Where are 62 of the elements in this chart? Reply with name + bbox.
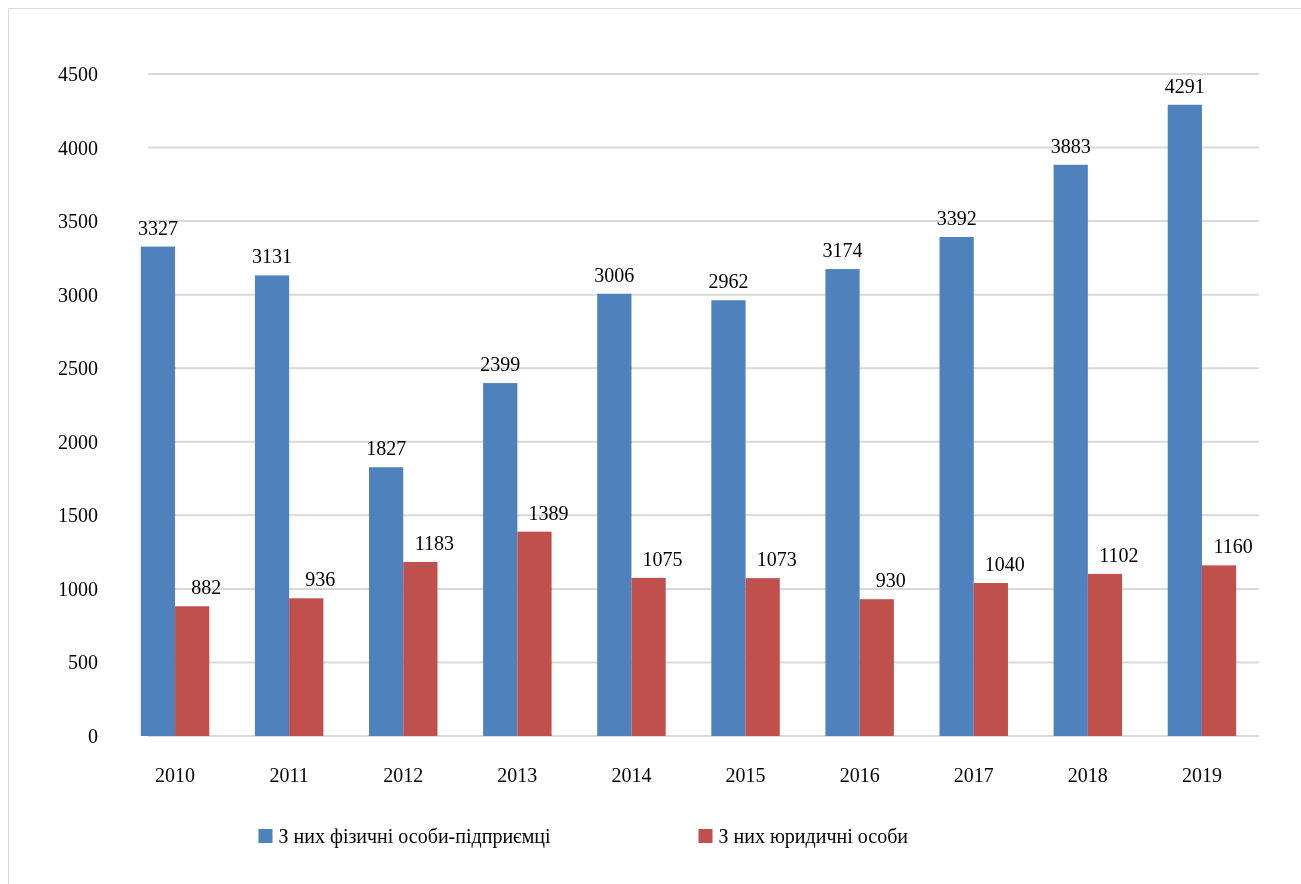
legend-label: З них юридичні особи (718, 825, 909, 848)
data-label: 3131 (252, 245, 293, 268)
data-label: 1102 (1099, 543, 1139, 566)
x-tick-label: 2019 (1181, 764, 1222, 786)
data-label: 3392 (936, 207, 977, 229)
y-tick-label: 4000 (58, 136, 98, 159)
bar (175, 606, 210, 736)
data-label: 930 (875, 569, 906, 592)
data-label: 2962 (708, 270, 749, 293)
y-tick-label: 1000 (58, 577, 98, 600)
bar (745, 578, 780, 736)
data-label: 1827 (366, 437, 407, 460)
data-label: 1183 (414, 531, 454, 554)
bar (973, 583, 1008, 736)
y-tick-label: 3500 (58, 210, 98, 233)
y-tick-label: 4500 (58, 63, 98, 85)
y-tick-label: 1500 (58, 504, 98, 527)
data-label: 3327 (137, 216, 178, 239)
data-label: 936 (305, 568, 336, 591)
data-label: 1073 (756, 548, 797, 571)
bar (369, 467, 404, 736)
data-label: 1389 (528, 501, 569, 524)
bar (140, 246, 176, 736)
x-tick-label: 2011 (269, 764, 309, 786)
data-label: 3006 (594, 263, 635, 286)
bar (1167, 104, 1202, 736)
x-tick-label: 2015 (725, 764, 766, 786)
bar (631, 577, 666, 736)
y-tick-label: 3000 (58, 283, 98, 306)
y-tick-label: 2500 (58, 357, 98, 380)
bar (859, 599, 894, 736)
bar (403, 561, 438, 736)
bar (289, 598, 324, 736)
y-tick-label: 0 (88, 725, 98, 747)
data-label: 1040 (984, 553, 1025, 575)
y-tick-label: 500 (68, 651, 98, 674)
y-tick-label: 2000 (58, 430, 98, 453)
data-label: 1075 (642, 547, 683, 570)
x-tick-label: 2016 (839, 764, 880, 786)
x-tick-label: 2010 (155, 764, 196, 786)
data-label: 4291 (1164, 74, 1205, 97)
x-tick-label: 2017 (953, 764, 994, 786)
bar (711, 300, 746, 736)
x-tick-label: 2018 (1067, 764, 1108, 786)
bar (254, 275, 290, 736)
data-label: 3883 (1050, 134, 1091, 157)
bar (1201, 565, 1237, 736)
x-tick-label: 2012 (383, 764, 424, 786)
bar (1053, 164, 1088, 736)
x-tick-label: 2013 (497, 764, 538, 786)
bar (825, 269, 860, 736)
bar (1087, 573, 1123, 736)
x-tick-label: 2014 (611, 764, 652, 786)
data-label: 882 (191, 576, 222, 599)
bar (939, 237, 974, 736)
bar (517, 531, 552, 736)
data-label: 1160 (1213, 535, 1253, 558)
bar (483, 383, 518, 736)
bar (597, 293, 632, 736)
data-label: 3174 (822, 239, 863, 262)
data-label: 2399 (480, 353, 521, 376)
legend-label: З них фізичні особи-підприємці (278, 825, 552, 848)
